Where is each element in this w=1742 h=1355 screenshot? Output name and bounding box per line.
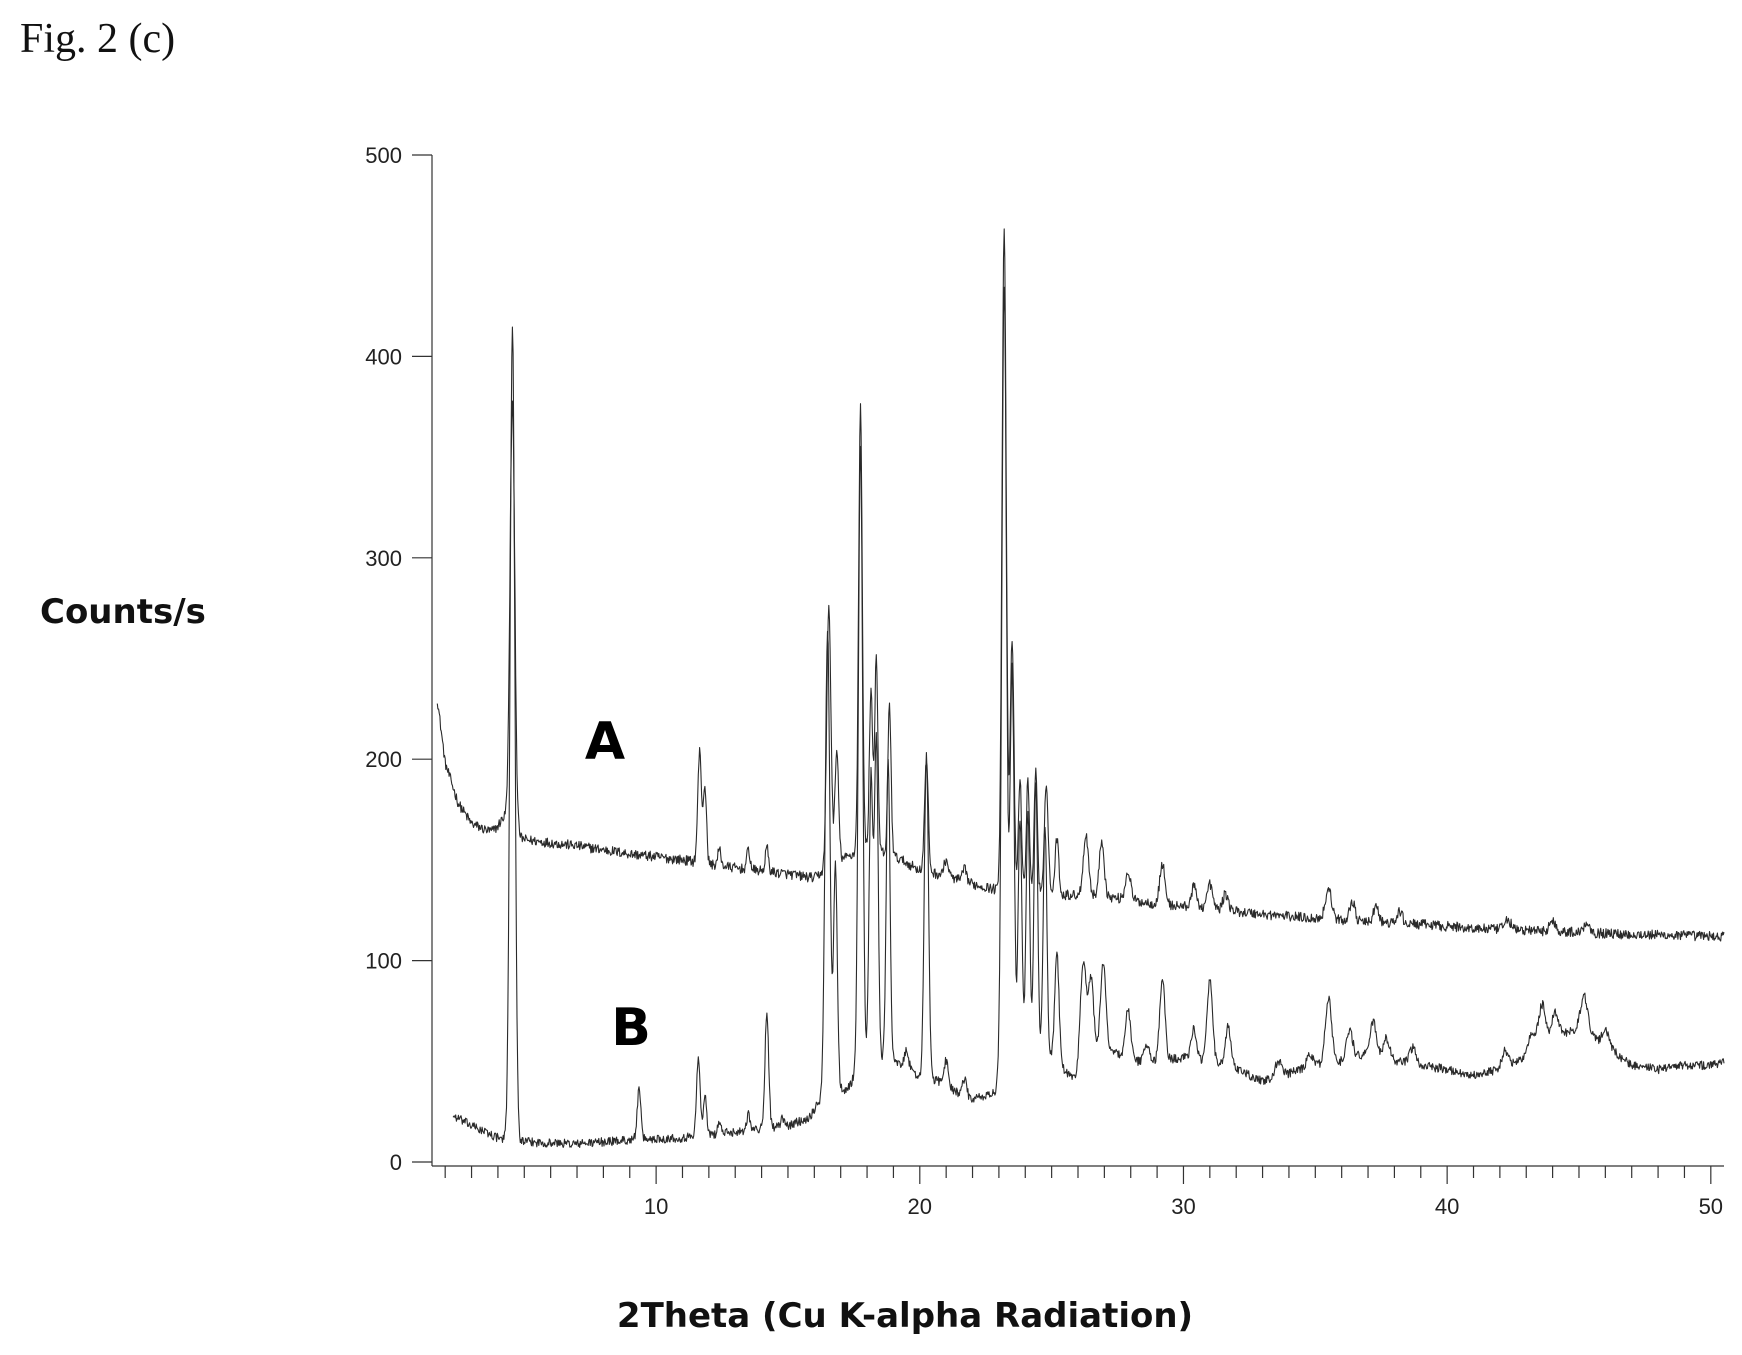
y-tick-label: 500 bbox=[365, 143, 402, 168]
x-tick-label: 50 bbox=[1699, 1194, 1723, 1219]
y-tick-label: 400 bbox=[365, 344, 402, 369]
x-tick-label: 30 bbox=[1171, 1194, 1195, 1219]
x-tick-label: 10 bbox=[644, 1194, 668, 1219]
y-tick-label: 0 bbox=[390, 1150, 402, 1175]
series-b-label: B bbox=[611, 998, 651, 1058]
x-tick-label: 40 bbox=[1435, 1194, 1459, 1219]
y-tick-label: 100 bbox=[365, 949, 402, 974]
y-tick-label: 200 bbox=[365, 747, 402, 772]
plot-area: 0 100 200 300 400 500 10 20 30 40 50 A B bbox=[365, 143, 1725, 1219]
y-axis-label: Counts/s bbox=[40, 592, 206, 632]
series-a-label: A bbox=[585, 712, 625, 772]
figure-label: Fig. 2 (c) bbox=[20, 16, 175, 62]
x-tick-label: 20 bbox=[908, 1194, 932, 1219]
x-axis-label: 2Theta (Cu K-alpha Radiation) bbox=[617, 1296, 1193, 1336]
series-b-line bbox=[452, 286, 1725, 1148]
y-tick-label: 300 bbox=[365, 546, 402, 571]
series-a-line bbox=[436, 228, 1725, 942]
